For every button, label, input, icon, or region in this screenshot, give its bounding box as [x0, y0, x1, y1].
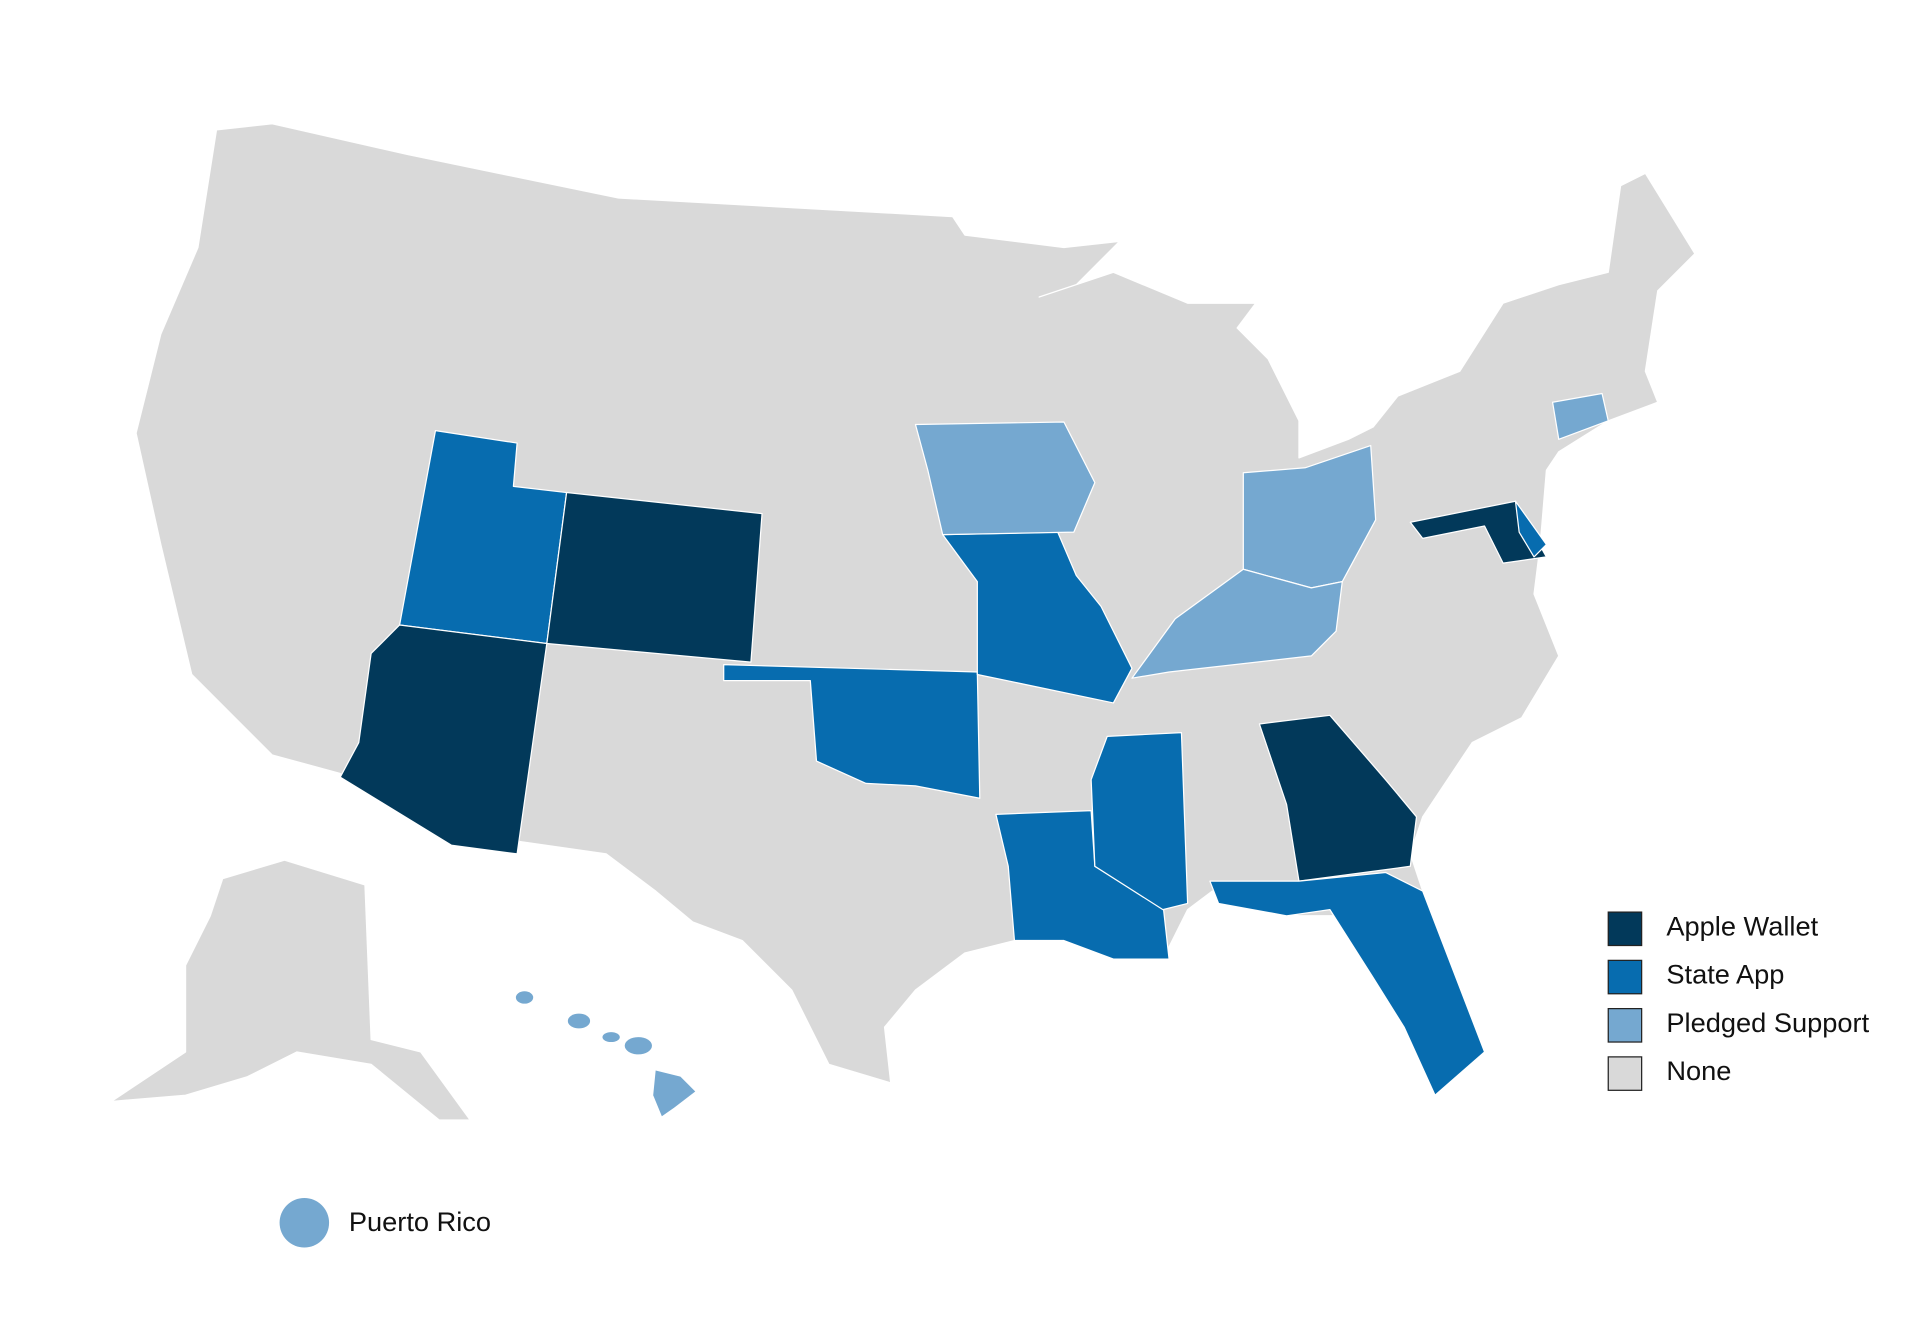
legend-label: None — [1666, 1055, 1731, 1086]
states — [339, 392, 1609, 1117]
alaska — [110, 859, 471, 1121]
state — [723, 663, 981, 799]
legend-label: Apple Wallet — [1666, 910, 1818, 941]
legend: Apple Wallet State App Pledged Support None — [1607, 910, 1870, 1091]
state — [914, 421, 1096, 536]
state — [1551, 392, 1609, 440]
state — [1090, 732, 1189, 911]
legend-swatch — [1607, 1056, 1643, 1091]
puerto-rico-label: Puerto Rico — [349, 1206, 491, 1237]
state — [995, 809, 1170, 960]
state — [942, 531, 1133, 704]
puerto-rico-marker — [279, 1197, 330, 1248]
legend-swatch — [1607, 959, 1643, 995]
state — [1258, 714, 1418, 882]
state — [1131, 568, 1343, 679]
land — [110, 123, 1696, 1121]
state — [1209, 871, 1486, 1096]
state — [1514, 500, 1548, 558]
state — [339, 624, 548, 855]
continental-us — [135, 123, 1696, 1096]
legend-label: State App — [1666, 959, 1784, 990]
state — [546, 491, 763, 663]
legend-swatch — [1607, 1008, 1643, 1043]
legend-label: Pledged Support — [1666, 1007, 1869, 1038]
hawaii — [515, 991, 696, 1117]
legend-swatch — [1607, 911, 1643, 947]
